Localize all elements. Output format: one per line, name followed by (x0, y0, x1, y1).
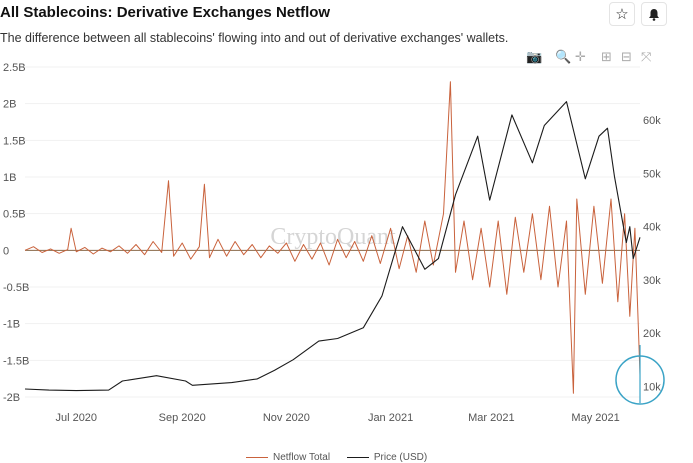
favorite-button[interactable]: ☆ (609, 2, 635, 26)
y-right-tick-label: 20k (643, 328, 661, 340)
legend-swatch-price (346, 457, 369, 458)
netflow-series-line[interactable] (24, 81, 641, 394)
legend-swatch-netflow (246, 457, 268, 458)
watermark: CryptoQuant (270, 224, 396, 250)
legend-item-price[interactable]: Price (USD) (346, 452, 428, 463)
y-right-tick-label: 50k (643, 168, 661, 180)
zoom-in-icon[interactable]: ⊞ (601, 50, 612, 65)
x-tick-label: Mar 2021 (468, 412, 514, 424)
y-left-tick-label: -2B (3, 392, 20, 404)
zoom-icon[interactable]: 🔍 (555, 50, 572, 65)
y-left-tick-label: 2B (3, 99, 16, 111)
y-left-tick-label: -1B (3, 319, 20, 331)
x-tick-label: Jan 2021 (368, 412, 413, 424)
y-left-tick-label: -1.5B (3, 355, 29, 367)
y-left-tick-label: 1B (3, 172, 16, 184)
x-tick-label: Jul 2020 (55, 412, 97, 424)
y-left-tick-label: 0.5B (3, 209, 26, 221)
y-right-tick-label: 40k (643, 222, 661, 234)
y-left-tick-label: 1.5B (3, 135, 26, 147)
legend-label-netflow: Netflow Total (273, 452, 331, 463)
y-right-tick-label: 30k (643, 275, 661, 287)
pan-icon[interactable]: ✛ (575, 50, 586, 65)
price-series-line[interactable] (24, 101, 641, 392)
y-left-tick-label: 0 (3, 245, 9, 257)
legend-label-price: Price (USD) (373, 452, 428, 463)
bell-icon (649, 8, 659, 21)
x-tick-label: May 2021 (571, 412, 619, 424)
chart-title: All Stablecoins: Derivative Exchanges Ne… (0, 4, 331, 21)
y-left-tick-label: -0.5B (3, 282, 29, 294)
chart-legend: Netflow Total Price (USD) (246, 450, 441, 463)
autoscale-icon[interactable]: ⤧ (641, 50, 652, 65)
alert-button[interactable] (641, 2, 667, 26)
hover-highlight-circle (615, 355, 665, 405)
zoom-out-icon[interactable]: ⊟ (621, 50, 632, 65)
legend-item-netflow[interactable]: Netflow Total (246, 452, 330, 463)
star-icon: ☆ (615, 6, 629, 23)
y-right-tick-label: 60k (643, 115, 661, 127)
camera-icon[interactable]: 📷 (526, 50, 543, 65)
y-right-tick-label: 10k (643, 381, 661, 393)
x-tick-label: Sep 2020 (159, 412, 206, 424)
x-tick-label: Nov 2020 (263, 412, 310, 424)
chart-subtitle: The difference between all stablecoins' … (0, 31, 509, 45)
y-left-tick-label: 2.5B (3, 62, 26, 74)
